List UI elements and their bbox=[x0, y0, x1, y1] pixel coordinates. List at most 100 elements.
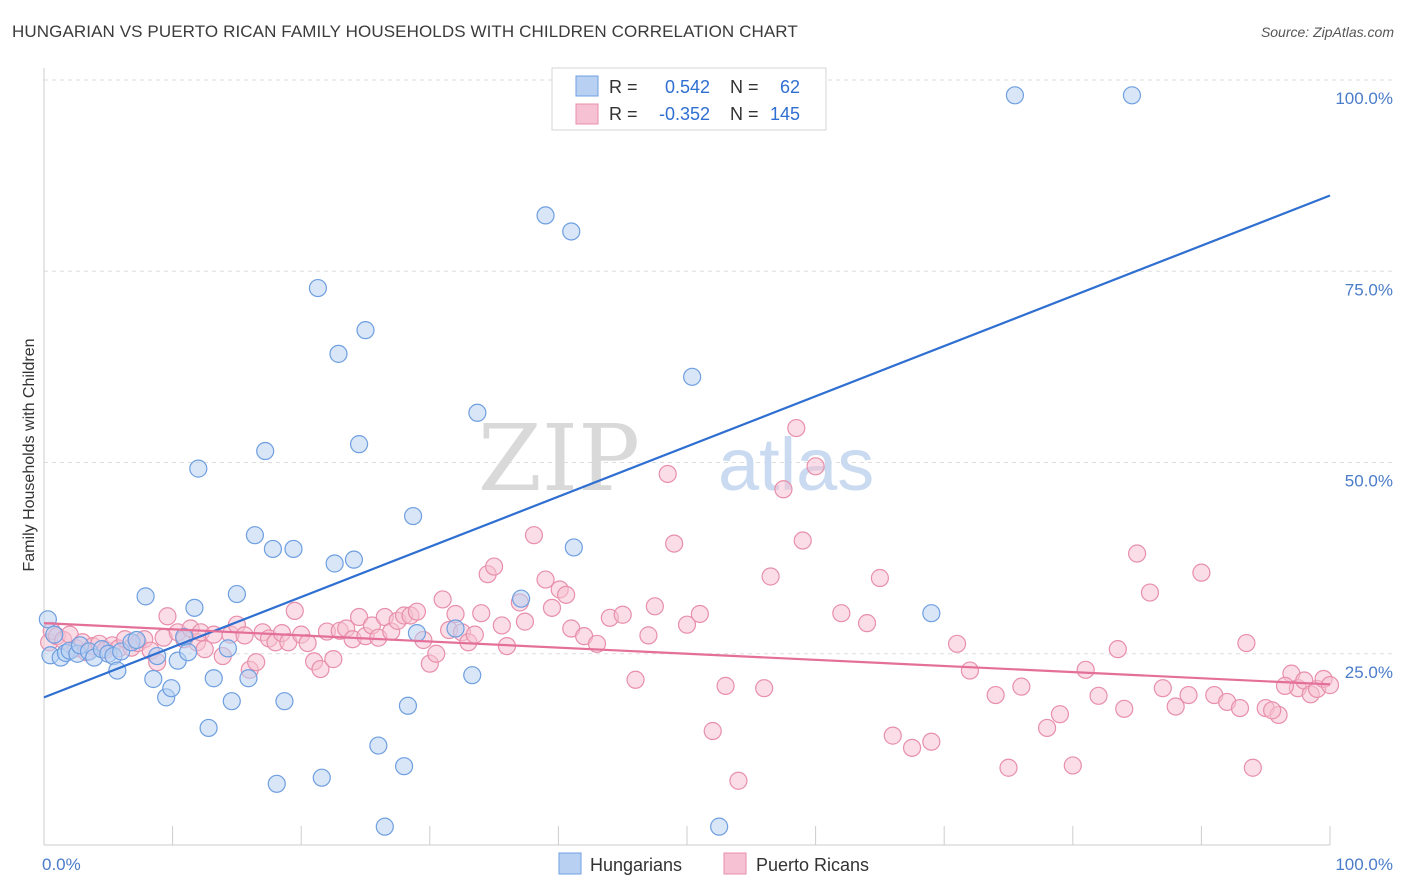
hungarian-point-50 bbox=[403, 506, 423, 526]
hungarian-point-44 bbox=[349, 435, 369, 454]
hungarian-point-42 bbox=[329, 344, 348, 363]
puerto-rican-point-75 bbox=[524, 526, 544, 545]
y-tick-label-0: 100.0% bbox=[1335, 89, 1393, 108]
puerto-ricans-trend-line bbox=[43, 622, 1331, 686]
puerto-rican-point-127 bbox=[1230, 698, 1250, 718]
puerto-rican-point-117 bbox=[1108, 640, 1127, 659]
puerto-rican-point-70 bbox=[485, 557, 504, 576]
hungarian-point-30 bbox=[222, 692, 241, 711]
legend-r-value-2: -0.352 bbox=[659, 104, 710, 124]
puerto-rican-point-84 bbox=[613, 605, 632, 624]
trend-lines bbox=[43, 194, 1331, 699]
hungarian-point-48 bbox=[394, 757, 414, 776]
legend-n-value-1: 62 bbox=[780, 77, 800, 97]
puerto-rican-point-137 bbox=[1320, 676, 1340, 695]
y-tick-label-2: 50.0% bbox=[1345, 472, 1393, 491]
hungarian-point-61 bbox=[922, 604, 941, 623]
puerto-rican-point-103 bbox=[870, 568, 890, 588]
puerto-rican-point-98 bbox=[787, 418, 806, 438]
puerto-rican-point-139 bbox=[1263, 701, 1282, 720]
hungarian-point-47 bbox=[375, 817, 394, 836]
puerto-rican-point-106 bbox=[922, 732, 941, 751]
puerto-rican-point-99 bbox=[793, 531, 812, 550]
hungarian-point-45 bbox=[356, 321, 375, 340]
hungarian-point-0 bbox=[38, 610, 57, 629]
puerto-rican-point-122 bbox=[1166, 697, 1185, 716]
puerto-rican-point-67 bbox=[465, 625, 484, 644]
puerto-rican-point-115 bbox=[1076, 660, 1095, 679]
puerto-rican-point-116 bbox=[1089, 686, 1108, 705]
series-legend: Hungarians Puerto Ricans bbox=[558, 852, 869, 875]
hungarian-point-31 bbox=[227, 584, 246, 604]
puerto-rican-point-89 bbox=[665, 534, 684, 553]
hungarian-point-24 bbox=[178, 643, 198, 662]
hungarian-point-39 bbox=[308, 278, 328, 298]
hungarian-point-52 bbox=[446, 619, 465, 638]
hungarian-point-43 bbox=[344, 550, 364, 569]
hungarian-point-46 bbox=[369, 736, 388, 755]
puerto-rican-point-61 bbox=[427, 644, 446, 663]
puerto-rican-point-102 bbox=[857, 614, 877, 633]
y-tick-label-1: 75.0% bbox=[1345, 280, 1393, 299]
axes bbox=[43, 68, 1331, 846]
puerto-rican-point-79 bbox=[557, 585, 576, 604]
legend-n-label-1: N = bbox=[730, 77, 759, 97]
puerto-rican-point-20 bbox=[158, 607, 177, 626]
x-tick-label-min: 0.0% bbox=[42, 855, 81, 874]
hungarian-point-34 bbox=[256, 441, 275, 461]
puerto-rican-point-118 bbox=[1115, 699, 1134, 718]
puerto-rican-point-113 bbox=[1050, 705, 1070, 724]
puerto-rican-point-138 bbox=[1237, 633, 1256, 653]
puerto-rican-point-120 bbox=[1140, 583, 1160, 602]
puerto-rican-point-140 bbox=[1275, 676, 1295, 695]
puerto-rican-point-96 bbox=[761, 567, 780, 586]
hungarian-point-41 bbox=[325, 554, 344, 573]
hungarian-point-2 bbox=[45, 625, 64, 644]
bottom-legend-swatch-hungarians bbox=[558, 852, 582, 875]
watermark-zip: ZIP bbox=[478, 405, 640, 512]
puerto-rican-point-101 bbox=[832, 604, 851, 623]
puerto-rican-point-95 bbox=[755, 679, 774, 698]
watermark: ZIP atlas bbox=[478, 405, 874, 512]
puerto-rican-point-111 bbox=[1012, 677, 1031, 696]
hungarian-point-57 bbox=[562, 222, 581, 241]
hungarian-point-28 bbox=[204, 669, 223, 688]
tick-labels: 100.0% 75.0% 50.0% 25.0% 0.0% 100.0% bbox=[42, 89, 1393, 874]
legend-r-label-2: R = bbox=[609, 104, 638, 124]
legend-swatch-puerto-ricans bbox=[575, 103, 599, 125]
bottom-legend-label-hungarians: Hungarians bbox=[590, 855, 682, 875]
puerto-rican-point-97 bbox=[774, 480, 793, 499]
hungarian-point-36 bbox=[267, 774, 286, 793]
puerto-rican-point-76 bbox=[536, 570, 555, 589]
hungarian-point-25 bbox=[185, 598, 204, 617]
puerto-rican-point-128 bbox=[1243, 758, 1262, 777]
legend-r-value-1: 0.542 bbox=[665, 77, 710, 97]
puerto-rican-point-33 bbox=[247, 653, 266, 672]
puerto-rican-point-100 bbox=[806, 457, 825, 476]
hungarian-point-37 bbox=[275, 692, 294, 711]
puerto-rican-point-71 bbox=[492, 616, 511, 635]
correlation-legend: R = 0.542 N = 62 R = -0.352 N = 145 bbox=[551, 67, 827, 131]
puerto-rican-point-112 bbox=[1037, 718, 1057, 738]
hungarian-point-51 bbox=[407, 623, 427, 643]
puerto-rican-point-107 bbox=[947, 634, 967, 653]
hungarian-point-60 bbox=[710, 817, 729, 836]
x-tick-label-max: 100.0% bbox=[1335, 855, 1393, 874]
puerto-rican-point-114 bbox=[1063, 756, 1082, 775]
hungarian-point-40 bbox=[312, 768, 331, 787]
bottom-legend-swatch-puerto-ricans bbox=[723, 852, 747, 875]
puerto-rican-point-74 bbox=[515, 612, 535, 631]
legend-n-label-2: N = bbox=[730, 104, 759, 124]
puerto-rican-point-91 bbox=[690, 604, 709, 624]
puerto-rican-point-58 bbox=[407, 602, 427, 621]
legend-r-label-1: R = bbox=[609, 77, 638, 97]
puerto-rican-point-85 bbox=[626, 670, 645, 689]
puerto-rican-point-94 bbox=[729, 771, 748, 790]
hungarian-point-49 bbox=[398, 696, 418, 715]
legend-n-value-2: 145 bbox=[770, 104, 800, 124]
chart-title: HUNGARIAN VS PUERTO RICAN FAMILY HOUSEHO… bbox=[12, 22, 798, 41]
puerto-rican-point-43 bbox=[311, 659, 330, 679]
puerto-rican-point-92 bbox=[703, 721, 722, 741]
grid-lines bbox=[44, 79, 1392, 655]
